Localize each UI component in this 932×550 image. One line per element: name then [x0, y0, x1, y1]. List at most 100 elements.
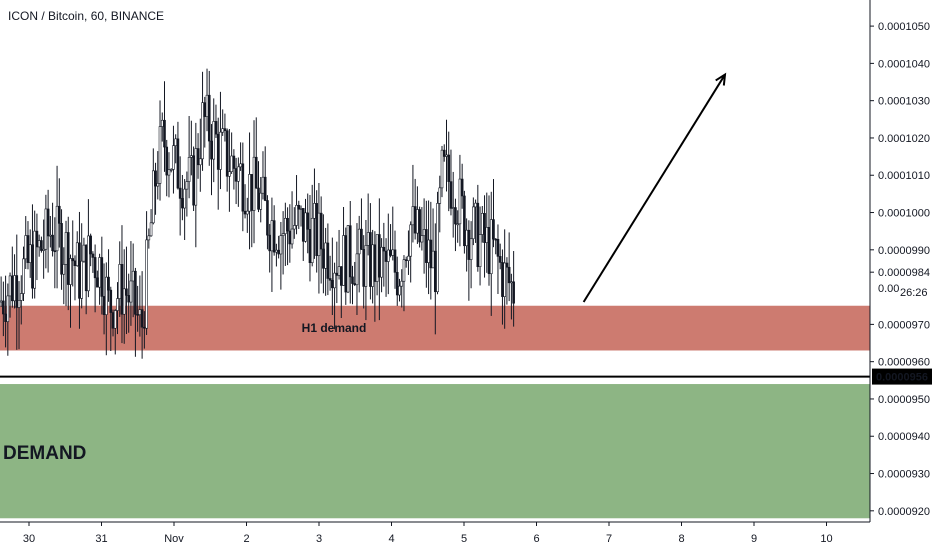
candle-body: [315, 203, 318, 257]
candle-body: [284, 217, 287, 234]
candle-body: [49, 234, 52, 237]
candle-body: [31, 244, 34, 289]
candle-body: [254, 156, 258, 189]
candle-body: [272, 220, 276, 253]
candle-body: [472, 206, 475, 240]
candle-body: [228, 171, 231, 177]
candle-body: [181, 198, 184, 209]
h1-demand-label: H1 demand: [302, 321, 367, 335]
candle-body: [246, 210, 249, 215]
candle-body: [319, 212, 323, 250]
candle-body: [270, 220, 274, 252]
candle-body: [207, 94, 211, 142]
candle-body: [456, 223, 459, 226]
candle-body: [230, 155, 233, 172]
candle-body: [476, 202, 480, 268]
candle-body: [225, 130, 229, 177]
candle-body: [19, 293, 23, 301]
candle-body: [328, 278, 332, 281]
candle-body: [250, 174, 254, 211]
up-arrow-line: [582, 74, 726, 303]
candle-body: [326, 242, 330, 279]
candle-body: [187, 157, 191, 182]
candle-body: [35, 230, 39, 248]
candle-body: [252, 156, 256, 211]
candle-body: [13, 275, 16, 302]
candle-body: [458, 178, 462, 225]
candle-body: [78, 242, 81, 299]
candle-body: [438, 187, 442, 204]
overlays-layer: [0, 72, 870, 378]
candle-body: [96, 277, 99, 288]
demand-label: DEMAND: [3, 443, 86, 464]
candle-body: [122, 288, 126, 315]
candle-body: [201, 102, 204, 160]
candle-body: [116, 298, 119, 311]
candle-body: [429, 239, 433, 269]
candle-body: [178, 187, 182, 199]
y-tick-label: 0.0000960: [878, 357, 930, 369]
candle-body: [478, 234, 482, 268]
candle-body: [510, 281, 513, 284]
candle-body: [268, 234, 271, 252]
candles-layer: [0, 68, 515, 359]
candle-body: [442, 149, 446, 157]
candle-body: [147, 235, 151, 241]
up-arrow-icon: [715, 72, 727, 86]
y-tick-label: 0.0000920: [878, 506, 930, 518]
candle-body: [279, 235, 283, 255]
candle-body: [51, 234, 54, 252]
candle-body: [194, 148, 198, 206]
candle-body: [340, 266, 343, 286]
candle-body: [425, 229, 428, 263]
candle-body: [474, 202, 477, 208]
candle-body: [232, 155, 236, 169]
x-tick-label: 2: [243, 533, 249, 545]
candle-body: [393, 249, 397, 273]
candle-body: [102, 296, 106, 315]
candle-body: [239, 163, 242, 168]
candle-body: [183, 188, 186, 209]
candle-body: [152, 170, 155, 224]
candle-body: [214, 121, 218, 135]
candle-body: [322, 248, 325, 269]
candle-body: [353, 283, 357, 286]
candle-body: [11, 275, 14, 302]
candle-body: [483, 213, 486, 243]
candle-body: [501, 262, 504, 297]
candle-body: [337, 266, 341, 276]
candle-body: [469, 238, 473, 260]
candle-body: [331, 279, 334, 289]
candle-body: [369, 232, 372, 287]
candle-body: [257, 187, 260, 210]
x-axis: 30 31 Nov 2 3 4 5 6 7 8 9 10: [23, 522, 833, 545]
candle-body: [427, 239, 430, 263]
candle-body: [440, 149, 444, 189]
candle-body: [512, 281, 515, 304]
candle-body: [69, 258, 72, 285]
candle-body: [37, 240, 41, 248]
x-tick-label: 31: [95, 533, 107, 545]
candle-body: [463, 195, 466, 247]
candle-body: [373, 244, 377, 282]
candle-body: [174, 138, 177, 146]
candle-body: [402, 259, 406, 282]
candle-body: [411, 206, 415, 226]
candle-body: [160, 119, 164, 127]
candle-body: [266, 200, 269, 236]
x-tick-label: 4: [388, 533, 394, 545]
candle-body: [105, 276, 108, 315]
chart-title: ICON / Bitcoin, 60, BINANCE: [8, 9, 165, 23]
candle-body: [237, 166, 240, 182]
candle-body: [308, 229, 312, 263]
candle-body: [64, 232, 68, 265]
candle-body: [447, 154, 451, 182]
x-tick-label: 8: [678, 533, 684, 545]
candle-body: [46, 208, 50, 237]
candle-body: [28, 244, 32, 263]
candle-body: [391, 249, 395, 256]
candle-body: [364, 245, 368, 287]
candle-body: [324, 242, 327, 269]
y-tick-label: 0.0001040: [878, 58, 930, 70]
candle-body: [40, 240, 43, 251]
